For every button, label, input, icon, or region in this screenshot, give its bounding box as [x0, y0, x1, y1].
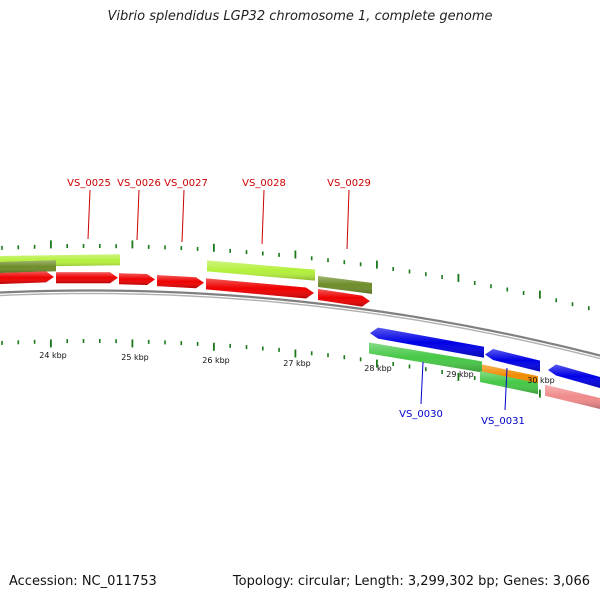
gene-labels[interactable]: VS_0025 VS_0026 VS_0027 VS_0028 VS_0029 VS_00… — [67, 178, 525, 427]
gene-leader-line — [504, 367, 508, 411]
scale-label: 26 kbp — [202, 356, 230, 365]
gene-label-vs-0029[interactable]: VS_0029 — [327, 178, 371, 189]
forward-cds-arrow[interactable] — [56, 272, 118, 284]
forward-cds-arrow[interactable] — [318, 288, 370, 307]
reverse-cds-arrow[interactable] — [548, 364, 600, 389]
gene-label-vs-0026[interactable]: VS_0026 — [117, 178, 161, 189]
map-title: Vibrio splendidus LGP32 chromosome 1, co… — [107, 9, 493, 24]
gene-label-vs-0027[interactable]: VS_0027 — [164, 178, 208, 189]
scale-label: 30 kbp — [527, 376, 555, 385]
gene-label-vs-0030[interactable]: VS_0030 — [399, 409, 443, 420]
reverse-gene-block[interactable] — [480, 371, 538, 395]
forward-cds-arrow[interactable] — [157, 275, 204, 289]
reverse-pseudo-block[interactable] — [545, 384, 600, 410]
scale-label: 28 kbp — [364, 364, 392, 373]
gene-leader-line — [261, 189, 265, 245]
gene-label-vs-0025[interactable]: VS_0025 — [67, 178, 111, 189]
reverse-gene-block[interactable] — [369, 342, 482, 373]
gene-leader-line — [87, 189, 91, 240]
outer-tick-ring — [1, 240, 590, 311]
reverse-cds-arrow[interactable] — [485, 349, 540, 372]
scale-labels: 24 kbp 25 kbp 26 kbp 27 kbp 28 kbp 29 kbp 30 k… — [39, 351, 555, 385]
scale-label: 25 kbp — [121, 353, 149, 362]
backbone-line-inner — [0, 292, 600, 360]
forward-gene-block-dark[interactable] — [318, 275, 372, 294]
chromosome-backbone — [0, 289, 600, 360]
gene-leader-line — [136, 189, 140, 241]
forward-gene-block-dark[interactable] — [0, 260, 56, 274]
forward-gene-block[interactable] — [207, 260, 315, 281]
gene-label-vs-0028[interactable]: VS_0028 — [242, 178, 286, 189]
reverse-cds-arrow[interactable] — [370, 327, 484, 358]
accession-label: Accession: NC_011753 — [9, 574, 157, 589]
gene-label-vs-0031[interactable]: VS_0031 — [481, 416, 525, 427]
gene-leader-line — [420, 361, 424, 405]
forward-cds-arrow[interactable] — [206, 278, 314, 299]
scale-label: 27 kbp — [283, 359, 311, 368]
feature-track[interactable] — [0, 254, 600, 410]
backbone-line-outer — [0, 289, 600, 357]
gene-leader-line — [181, 189, 185, 243]
gene-leader-line — [346, 189, 350, 250]
genome-stats-label: Topology: circular; Length: 3,299,302 bp… — [232, 574, 590, 589]
scale-label: 24 kbp — [39, 351, 67, 360]
forward-cds-arrow[interactable] — [0, 271, 54, 285]
forward-cds-arrow[interactable] — [119, 273, 155, 286]
scale-label: 29 kbp — [446, 370, 474, 379]
